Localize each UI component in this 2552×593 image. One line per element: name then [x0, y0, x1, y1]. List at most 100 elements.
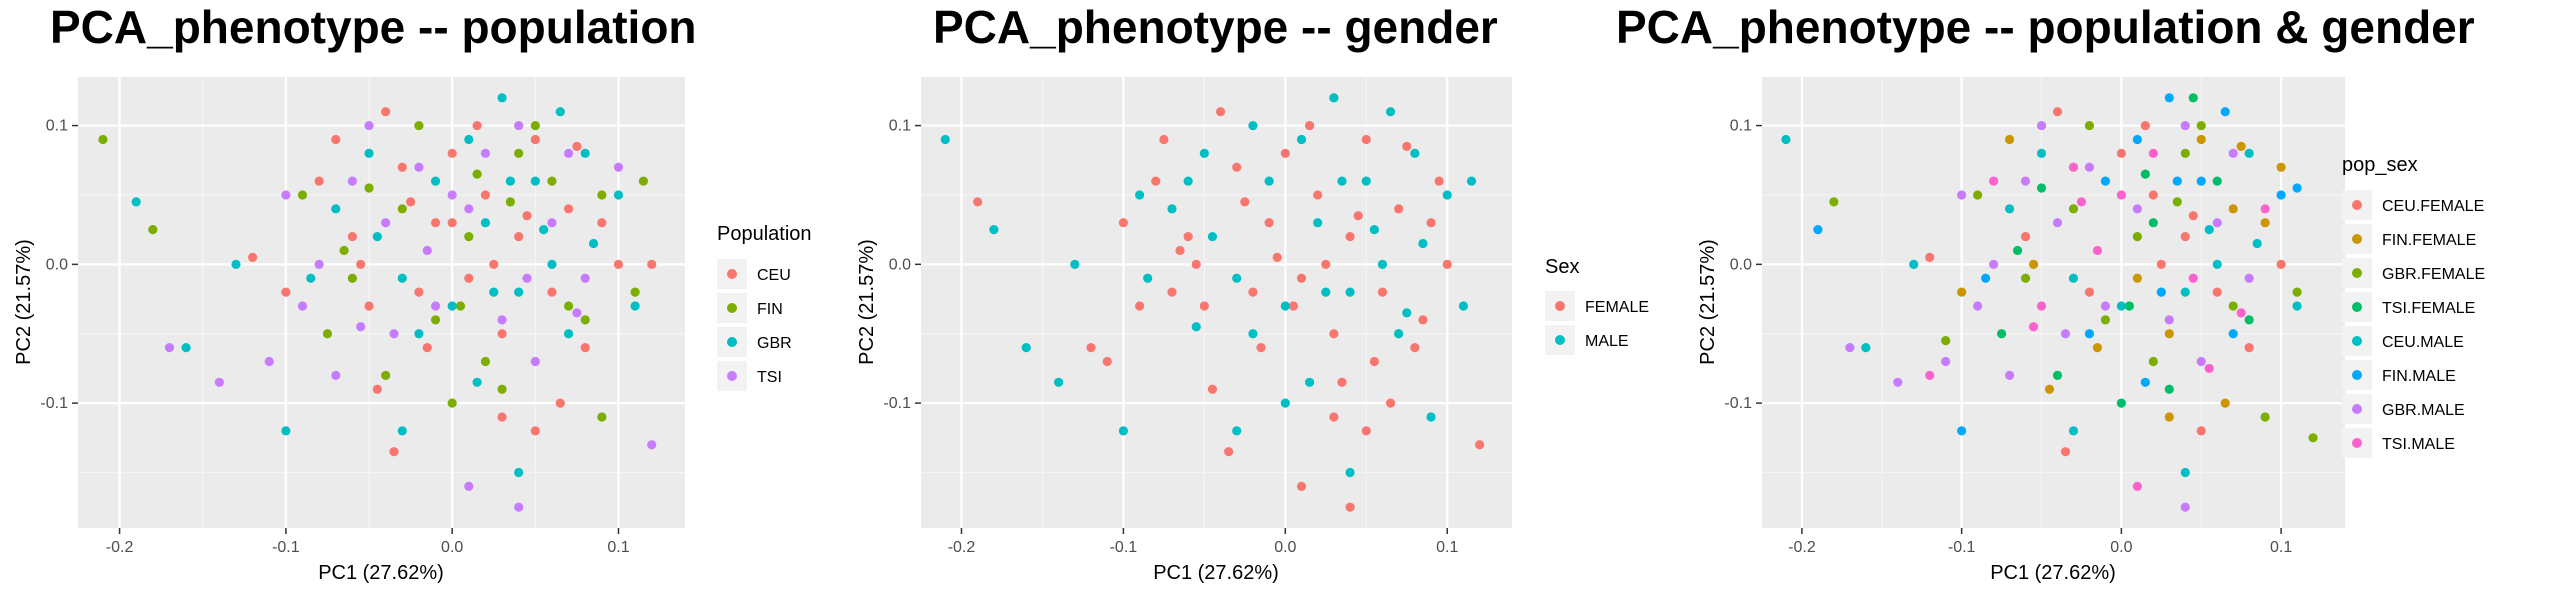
data-point-tsi — [356, 322, 366, 332]
data-point-female — [1191, 259, 1201, 269]
data-point-ceu — [430, 218, 441, 228]
data-point-ceu — [572, 141, 582, 151]
data-point-gbr — [397, 273, 407, 283]
data-point-gbr-female — [2068, 204, 2079, 214]
data-point-tsi — [331, 370, 341, 380]
data-point-female — [1329, 329, 1339, 339]
data-point-female — [1410, 343, 1420, 353]
data-point-tsi-female — [2244, 315, 2254, 325]
data-point-gbr-female — [2172, 197, 2182, 207]
data-point-female — [1385, 398, 1396, 408]
data-point-female — [1402, 141, 1412, 151]
data-point-male — [1134, 190, 1145, 200]
data-point-fin-male — [2276, 190, 2286, 200]
data-point-female — [1175, 245, 1185, 256]
data-point-gbr-male — [2164, 315, 2174, 325]
x-axis-title: PC1 (27.62%) — [318, 562, 444, 584]
data-point-tsi — [364, 120, 374, 131]
data-point-male — [1305, 377, 1315, 387]
data-point-tsi — [464, 204, 474, 214]
data-point-gbr — [306, 273, 316, 283]
y-tick-label: 0.0 — [46, 256, 68, 273]
legend-title: Sex — [1545, 256, 1579, 278]
legend-key-gbr-male — [2352, 404, 2362, 414]
chart-title: PCA_phenotype -- gender — [933, 1, 1498, 53]
data-point-tsi-female — [2148, 218, 2158, 228]
data-point-gbr-female — [1941, 336, 1951, 346]
data-point-fin-female — [2132, 273, 2142, 283]
data-point-fin-female — [2028, 259, 2039, 269]
data-point-female — [1353, 211, 1363, 221]
data-point-ceu-female — [2276, 259, 2286, 269]
data-point-male — [1248, 120, 1258, 131]
scatter-points — [1781, 93, 2318, 512]
x-tick-label: -0.1 — [272, 539, 300, 556]
data-point-male — [1442, 190, 1452, 200]
data-point-ceu — [281, 287, 291, 297]
legend-label: FIN — [757, 301, 783, 318]
data-point-ceu-female — [2116, 148, 2126, 158]
data-point-male — [1280, 398, 1290, 408]
data-point-female — [1369, 356, 1379, 367]
data-point-female — [1102, 356, 1112, 367]
data-point-gbr — [514, 287, 524, 297]
data-point-male — [1191, 322, 1201, 332]
gridlines — [1762, 77, 2345, 528]
data-point-tsi — [447, 190, 457, 200]
legend-label: TSI.MALE — [2382, 436, 2455, 453]
data-point-gbr — [231, 259, 241, 269]
data-point-female — [1426, 218, 1436, 228]
data-point-gbr — [414, 329, 424, 339]
data-point-fin-male — [2196, 176, 2206, 186]
data-point-tsi — [314, 259, 324, 269]
data-point-tsi-female — [2164, 384, 2174, 394]
data-point-female — [973, 197, 983, 207]
data-point-fin — [414, 120, 424, 131]
x-tick-label: -0.1 — [1110, 539, 1138, 556]
data-point-male — [1207, 231, 1218, 242]
data-point-ceu — [489, 259, 499, 269]
data-point-gbr-male — [2244, 273, 2254, 283]
data-point-ceu-male — [2004, 204, 2015, 214]
data-point-ceu — [555, 398, 565, 408]
data-point-fin-female — [2228, 204, 2238, 214]
data-point-fin-female — [2220, 398, 2230, 408]
data-point-gbr — [588, 238, 599, 249]
data-point-ceu — [372, 384, 382, 394]
data-point-gbr — [555, 107, 565, 117]
data-point-male — [989, 225, 999, 235]
legend-key-gbr-female — [2352, 268, 2362, 278]
data-point-tsi — [214, 377, 224, 387]
data-point-male — [1345, 287, 1355, 297]
data-point-fin-female — [2092, 343, 2103, 353]
data-point-fin — [530, 120, 540, 131]
data-point-gbr-male — [1989, 259, 1999, 269]
data-point-gbr — [514, 467, 524, 478]
legend-key-male — [1555, 335, 1565, 345]
data-point-ceu-female — [2180, 231, 2190, 242]
legend-label: GBR.FEMALE — [2382, 266, 2485, 283]
x-axis-ticks: -0.2 -0.1 0.0 0.1 — [106, 528, 630, 556]
legend-label: CEU.MALE — [2382, 334, 2464, 351]
data-point-fin-male — [2228, 329, 2238, 339]
data-point-ceu — [514, 231, 524, 242]
data-point-female — [1418, 315, 1428, 325]
data-point-tsi — [281, 190, 291, 200]
data-point-ceu-female — [2020, 231, 2031, 242]
data-point-male — [1466, 176, 1477, 186]
data-point-ceu-female — [2148, 190, 2158, 200]
data-point-ceu-male — [1861, 343, 1871, 353]
data-point-gbr-female — [2100, 315, 2111, 325]
chart-panel-gender: PCA_phenotype -- gender -0.2 -0.1 0.0 0.1 -… — [856, 1, 1649, 584]
data-point-female — [1240, 197, 1250, 207]
data-point-ceu — [563, 204, 574, 214]
data-point-gbr-male — [1973, 301, 1983, 311]
data-point-gbr-male — [2132, 204, 2142, 214]
legend-key-tsi-male — [2352, 438, 2362, 448]
data-point-tsi-female — [2124, 301, 2134, 311]
y-axis-title: PC2 (21.57%) — [1697, 239, 1719, 365]
data-point-fin — [447, 398, 457, 408]
data-point-ceu-female — [2188, 211, 2198, 221]
data-point-gbr — [630, 301, 640, 311]
